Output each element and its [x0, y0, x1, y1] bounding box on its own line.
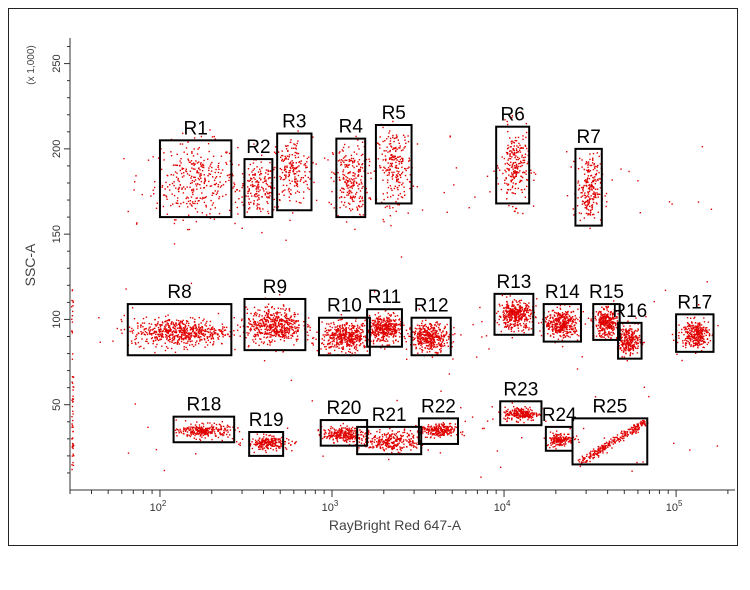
gate-r16[interactable]	[617, 321, 643, 360]
gate-label-r5: R5	[382, 103, 406, 124]
gate-r23[interactable]	[499, 400, 543, 427]
gate-r7[interactable]	[574, 147, 603, 227]
gate-label-r8: R8	[167, 282, 191, 303]
gate-label-r10: R10	[327, 296, 362, 317]
gate-label-r16: R16	[612, 301, 647, 322]
plot-area	[70, 38, 735, 490]
gate-label-r17: R17	[677, 292, 712, 313]
gate-r9[interactable]	[243, 297, 307, 352]
cluster-r8	[98, 307, 261, 354]
cluster-r16	[610, 322, 645, 362]
cluster-r22	[415, 422, 465, 439]
cluster-r1	[123, 132, 254, 245]
gate-r11[interactable]	[366, 308, 403, 348]
gate-r22[interactable]	[417, 417, 460, 445]
gate-label-r21: R21	[372, 405, 407, 426]
gate-r20[interactable]	[319, 419, 369, 447]
gate-r10[interactable]	[317, 316, 371, 357]
y-tick-label: 150	[51, 225, 63, 243]
cluster-r19	[236, 427, 297, 454]
y-tick-label: 200	[51, 140, 63, 158]
y-tick-label: 250	[51, 54, 63, 72]
cluster-r13	[493, 293, 537, 339]
gate-r13[interactable]	[493, 292, 535, 336]
cluster-r20	[317, 424, 370, 444]
gate-label-r11: R11	[368, 287, 401, 308]
cluster-r18	[174, 419, 239, 442]
gate-r19[interactable]	[248, 431, 285, 457]
y-tick-label: 50	[51, 399, 63, 411]
x-tick-label: 102	[150, 499, 167, 514]
gate-label-r6: R6	[501, 105, 525, 126]
gate-r3[interactable]	[276, 132, 313, 212]
gate-r21[interactable]	[356, 425, 423, 456]
gate-label-r3: R3	[282, 112, 306, 133]
x-axis-label: RayBright Red 647-A	[329, 517, 462, 533]
gate-r18[interactable]	[172, 415, 236, 444]
x-tick-label: 103	[322, 499, 339, 514]
gate-label-r4: R4	[339, 117, 364, 138]
gate-r14[interactable]	[542, 303, 582, 343]
gate-r17[interactable]	[675, 313, 715, 353]
x-axis-ticks: 102 103 104 105	[69, 490, 729, 514]
gate-r12[interactable]	[410, 316, 452, 357]
gate-label-r1: R1	[184, 118, 208, 139]
cluster-r12	[405, 319, 456, 358]
y-tick-label: 100	[51, 310, 63, 328]
gate-r4[interactable]	[335, 137, 367, 219]
x-tick-label: 105	[666, 499, 683, 514]
y-axis-label: SSC-A	[22, 243, 38, 286]
cluster-r24	[543, 430, 580, 450]
x-tick-label: 104	[494, 499, 511, 514]
gate-label-r2: R2	[246, 137, 270, 158]
gate-label-r18: R18	[186, 395, 221, 416]
gate-label-r25: R25	[592, 396, 627, 417]
gate-r6[interactable]	[495, 125, 531, 205]
gate-label-r15: R15	[589, 282, 624, 303]
gate-r2[interactable]	[243, 158, 274, 219]
y-axis-multiplier: (x 1,000)	[26, 45, 37, 84]
figure-frame	[8, 8, 738, 546]
gate-r1[interactable]	[158, 139, 233, 219]
gate-r25[interactable]	[571, 417, 649, 466]
gate-label-r13: R13	[496, 272, 531, 293]
gate-r5[interactable]	[374, 123, 413, 205]
gate-label-r9: R9	[263, 277, 287, 298]
gate-label-r22: R22	[421, 396, 456, 417]
gate-label-r7: R7	[576, 127, 600, 148]
y-axis-ticks: 50 100 150 200 250	[51, 46, 70, 474]
scatter-points	[71, 111, 719, 478]
gate-label-r19: R19	[249, 410, 284, 431]
gate-label-r14: R14	[545, 282, 580, 303]
cluster-r9	[233, 294, 311, 353]
cluster-r7	[570, 152, 608, 230]
gate-label-r20: R20	[326, 398, 361, 419]
gate-label-r12: R12	[414, 296, 449, 317]
gate-label-r24: R24	[542, 405, 577, 426]
gate-r8[interactable]	[126, 303, 233, 357]
gate-label-r23: R23	[503, 379, 538, 400]
cluster-r11	[360, 309, 422, 350]
cluster-r17	[673, 316, 719, 354]
cluster-r25	[577, 419, 649, 468]
cluster-r4	[327, 135, 372, 231]
